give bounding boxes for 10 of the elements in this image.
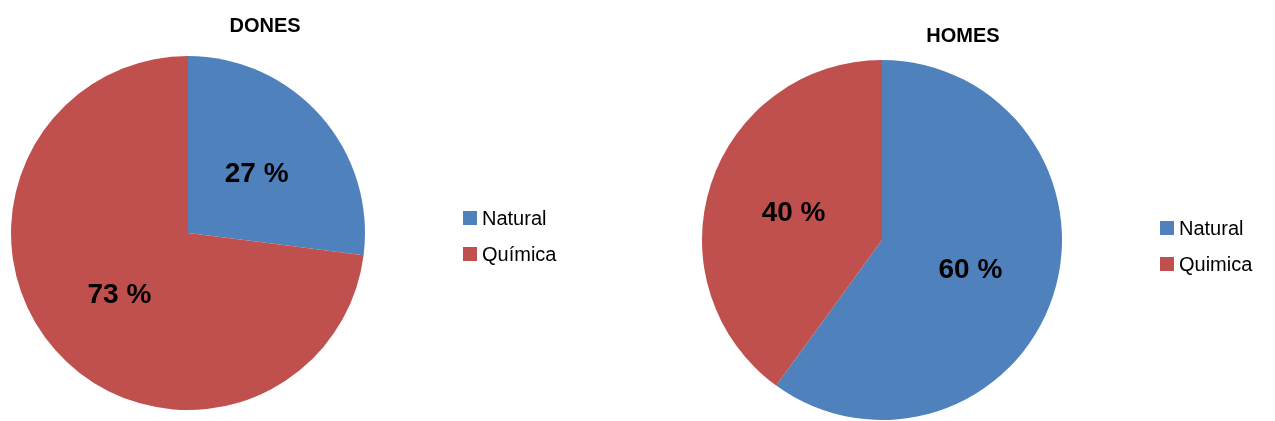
data-label: 73 %	[87, 278, 152, 310]
chart-title: DONES	[229, 14, 301, 36]
legend-label: Quimica	[1179, 253, 1254, 275]
chart-title: HOMES	[926, 24, 1000, 46]
data-label: 40 %	[761, 195, 826, 227]
legend-label: Natural	[482, 207, 547, 229]
data-label: 27 %	[224, 156, 289, 188]
legend-label: Química	[482, 243, 558, 265]
legend-label: Natural	[1179, 217, 1244, 239]
data-label: 60 %	[938, 253, 1003, 285]
